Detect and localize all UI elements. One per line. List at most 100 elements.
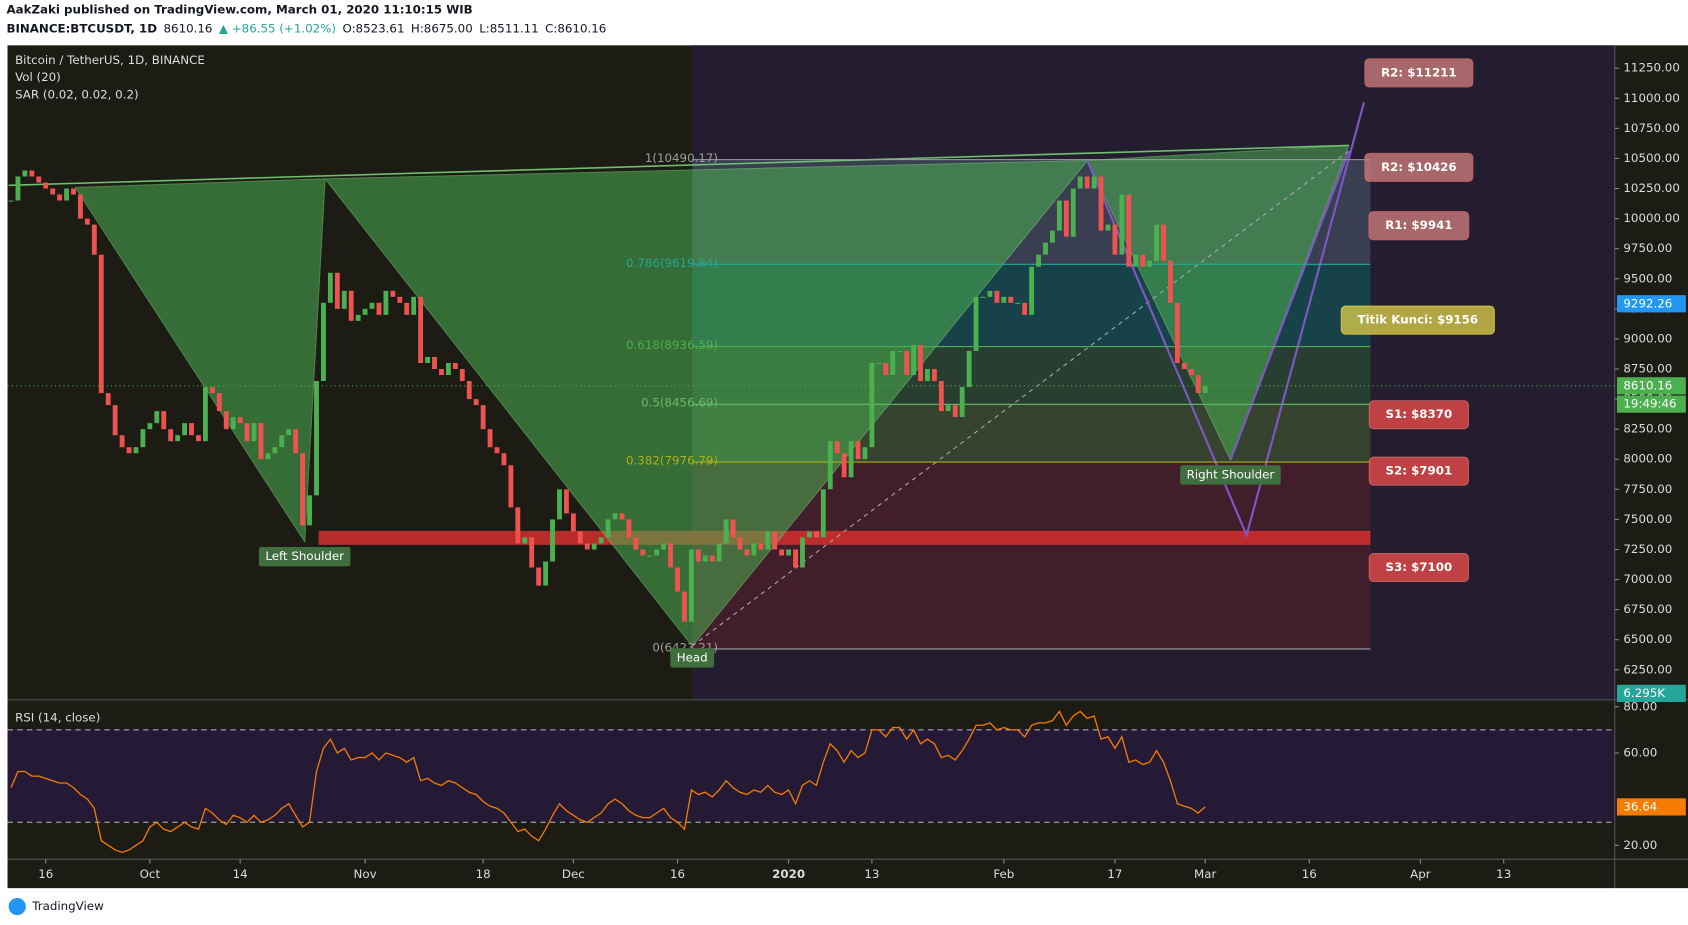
candle — [987, 290, 993, 297]
candle — [182, 423, 188, 436]
candle — [543, 561, 549, 586]
rsi-tag — [1616, 798, 1686, 816]
y-tick-label: 9000.00 — [1623, 331, 1672, 345]
candle — [709, 555, 715, 562]
candle — [57, 194, 63, 201]
candle — [1119, 194, 1125, 255]
candle — [1126, 194, 1132, 267]
candle — [126, 447, 132, 454]
x-tick-label: 14 — [233, 867, 248, 881]
candle — [1008, 296, 1014, 303]
candle — [786, 549, 792, 556]
candle — [515, 507, 521, 544]
candle — [397, 296, 403, 303]
projection — [1086, 102, 1366, 539]
candle — [1188, 369, 1194, 376]
symbol-info: ▲ +86.55 (+1.02%) — [219, 22, 336, 36]
level-label: R1: $9941 — [1385, 218, 1452, 232]
candle — [918, 344, 923, 382]
candle — [911, 344, 917, 376]
candle — [973, 296, 979, 351]
legend: Vol (20) — [15, 70, 61, 84]
x-tick-label: Mar — [1194, 867, 1216, 881]
candle — [1056, 200, 1062, 231]
candle — [605, 519, 611, 538]
candle — [369, 302, 375, 309]
symbol-info: C:8610.16 — [545, 22, 606, 36]
level-label: S1: $8370 — [1385, 407, 1452, 421]
publish-line: AakZaki published on TradingView.com, Ma… — [6, 2, 472, 16]
candle — [494, 447, 500, 454]
y-tick-label: 10750.00 — [1623, 121, 1679, 135]
candle — [376, 302, 382, 315]
candle — [952, 405, 958, 418]
candle — [751, 543, 757, 556]
candle — [71, 188, 76, 195]
candle — [1195, 375, 1201, 394]
candle — [8, 200, 14, 202]
price-tag — [1616, 377, 1686, 395]
candle — [84, 218, 90, 225]
candle — [876, 362, 882, 365]
fib-label: 0.618(8936.59) — [626, 338, 718, 352]
level-box — [1368, 400, 1469, 430]
level-tag: Titik Kunci: $9156 — [1340, 305, 1495, 335]
candle — [1070, 188, 1076, 237]
candle — [168, 429, 174, 442]
candle — [647, 555, 653, 557]
candle — [661, 543, 667, 550]
candle — [945, 405, 951, 412]
candle — [390, 290, 396, 297]
candle — [765, 531, 771, 550]
rsi-band — [7, 728, 1615, 822]
candle — [418, 296, 424, 363]
x-tick-label: Nov — [354, 867, 377, 881]
candle — [1154, 224, 1160, 261]
level-tag: S3: $7100 — [1368, 552, 1469, 583]
projection — [1229, 150, 1350, 461]
candle — [251, 423, 257, 442]
candle — [702, 555, 708, 562]
candle — [564, 489, 569, 514]
candle — [820, 489, 826, 538]
candle — [807, 531, 812, 538]
candle — [883, 362, 889, 376]
candle — [98, 254, 104, 394]
candle — [584, 543, 590, 550]
candle — [1077, 176, 1083, 189]
candle — [161, 411, 167, 430]
candle — [473, 399, 479, 406]
candle — [29, 170, 35, 177]
footer-bg — [0, 888, 1688, 925]
candle — [1174, 302, 1180, 363]
candle — [314, 381, 319, 496]
candle — [425, 356, 431, 363]
candle — [536, 567, 542, 586]
pattern-label: Head — [670, 648, 715, 668]
level-tag: R1: $9941 — [1368, 211, 1470, 241]
x-tick-label: Oct — [140, 867, 161, 881]
candle — [1022, 302, 1028, 315]
y-tick-label: 7250.00 — [1623, 542, 1672, 556]
y-tick-label: 9750.00 — [1623, 241, 1672, 255]
candle — [411, 296, 417, 315]
candle — [341, 290, 347, 309]
level-box — [1340, 305, 1495, 335]
candle — [480, 405, 486, 430]
fib-label: 0.5(8456.69) — [641, 396, 718, 410]
countdown: 19:49:46 — [1623, 397, 1676, 411]
candle — [334, 272, 340, 309]
candle — [64, 188, 69, 201]
pattern-label-box — [670, 648, 715, 668]
candle — [91, 224, 97, 255]
candle — [1001, 296, 1007, 303]
candle — [265, 453, 271, 460]
y-tick-label: 9500.00 — [1623, 271, 1672, 285]
candle — [216, 393, 222, 412]
legend: Bitcoin / TetherUS, 1D, BINANCE — [15, 53, 205, 67]
y-tick-label: 7500.00 — [1623, 512, 1672, 526]
candle — [133, 447, 139, 454]
candle — [682, 591, 687, 622]
candle — [1015, 302, 1021, 304]
